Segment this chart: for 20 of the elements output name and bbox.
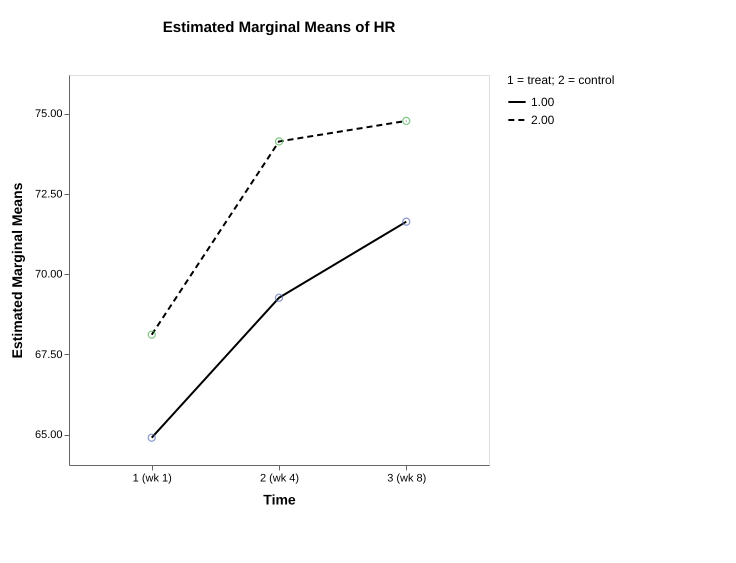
point [274,294,284,302]
y-axis-title: Estimated Marginal Means [8,182,25,358]
legend-title: 1 = treat; 2 = control [507,73,614,87]
legend-label: 2.00 [531,113,555,127]
x-tick-label: 3 (wk 8) [387,472,426,484]
point [148,330,156,339]
point [402,218,410,226]
point [402,116,410,126]
chart-title: Estimated Marginal Means of HR [162,19,396,36]
y-tick-label: 72.50 [34,188,62,200]
point [148,434,156,442]
x-tick-label: 1 (wk 1) [132,472,172,484]
legend-label: 1.00 [531,95,555,109]
y-tick-label: 67.50 [34,348,62,361]
y-tick-label: 65.00 [34,429,62,442]
y-tick-label: 70.00 [34,268,62,281]
y-tick-label: 75.00 [34,108,62,120]
x-tick-label: 2 (wk 4) [260,472,300,484]
point [274,137,284,146]
x-axis-title: Time [263,492,296,508]
